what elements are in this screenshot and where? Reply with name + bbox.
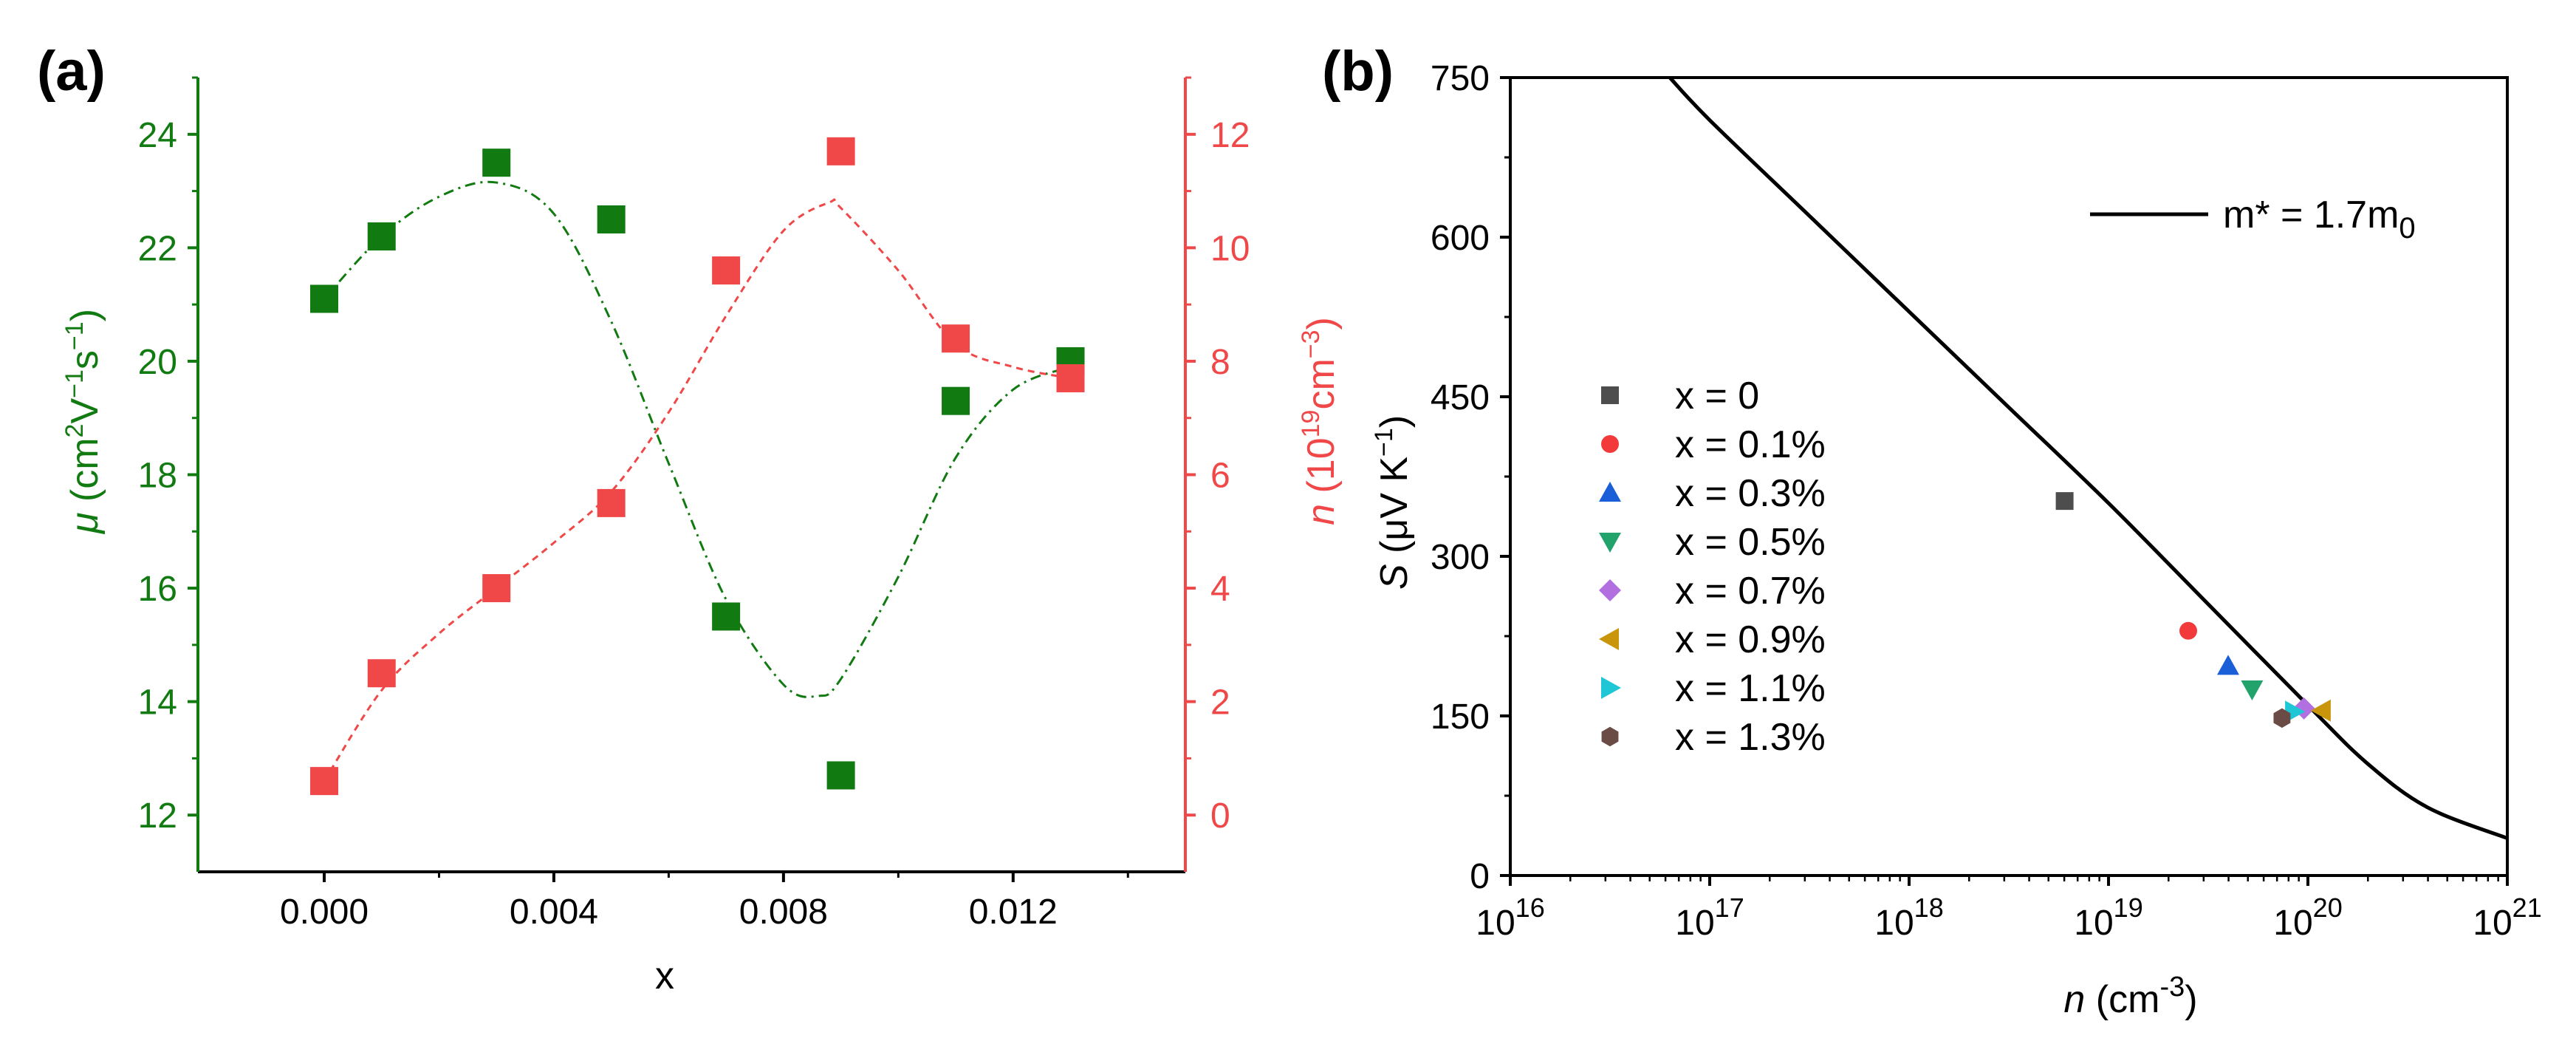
legend-label: x = 0.7% [1675, 570, 1826, 612]
legend-label: x = 0 [1675, 375, 1759, 417]
panel-a-right-tick-label: 0 [1210, 796, 1230, 836]
panel-a-data-points [310, 137, 1085, 796]
carrier-point [1056, 364, 1085, 392]
panel-b-label: (b) [1322, 40, 1394, 103]
legend-label: x = 1.3% [1675, 716, 1826, 759]
panel-a-x-tick-label: 0.012 [969, 893, 1058, 932]
carrier-point [367, 659, 396, 688]
legend-label: x = 0.9% [1675, 618, 1826, 661]
mobility-point [597, 205, 626, 233]
panel-a-left-tick-label: 18 [138, 457, 177, 496]
sample-point [2310, 699, 2331, 722]
panel-b-model-curve [1668, 76, 2508, 840]
legend-label: x = 0.1% [1675, 423, 1826, 466]
model-curve-legend: m* = 1.7m0 [2090, 194, 2416, 245]
panel-a-right-tick-label: 8 [1210, 343, 1230, 382]
panel-a-right-axis-title: n (1019cm−3) [1297, 317, 1343, 525]
carrier-point [826, 137, 855, 165]
legend-marker [1599, 482, 1621, 502]
panel-b-y-tick-label: 300 [1431, 538, 1490, 577]
panel-b-x-tick-label: 1016 [1476, 893, 1544, 943]
panel-b-x-tick-label: 1017 [1675, 893, 1744, 943]
mobility-point [712, 602, 741, 631]
legend-marker [1601, 677, 1621, 699]
legend-label: x = 1.1% [1675, 667, 1826, 710]
panel-a-left-axis-title: μ (cm2V−1s−1) [61, 309, 106, 535]
mobility-fit-curve [323, 180, 1072, 698]
legend-label: x = 0.3% [1675, 472, 1826, 515]
legend-marker [1601, 386, 1619, 404]
legend-marker [1601, 435, 1619, 453]
carrier-point [712, 256, 741, 285]
legend-marker [1599, 579, 1621, 601]
panel-a-right-tick-label: 12 [1210, 116, 1250, 155]
mobility-point [826, 761, 855, 790]
panel-a-x-tick-label: 0.004 [510, 893, 598, 932]
model-curve-legend-label: m* = 1.7m0 [2223, 194, 2416, 245]
carrier-point [310, 767, 339, 796]
panel-b-y-tick-label: 600 [1431, 219, 1490, 258]
panel-a-left-tick-label: 16 [138, 570, 177, 609]
sample-point [2055, 492, 2074, 511]
carrier-point [942, 324, 970, 353]
panel-a-axes [196, 78, 1187, 873]
panel-a-left-tick-label: 20 [138, 343, 177, 382]
carrier-point [482, 574, 511, 603]
sample-point [2217, 655, 2239, 675]
panel-b-legend: x = 0 x = 0.1% x = 0.3% x = 0.5% x = 0.7% x =… [1599, 375, 1826, 759]
panel-a-left-tick-label: 12 [138, 796, 177, 836]
panel-b-y-tick-label: 0 [1470, 857, 1490, 896]
panel-b-x-tick-label: 1021 [2473, 893, 2541, 943]
panel-b: (b) 1016 1017 1018 1019 1020 1021 0 150 300 450 60… [1322, 40, 2542, 1021]
panel-b-y-axis-title: S (μV K−1) [1370, 415, 1416, 590]
panel-b-ticks: 1016 1017 1018 1019 1020 1021 0 150 300 450 600 750 [1431, 59, 2542, 943]
pisarenko-model-curve [1668, 76, 2508, 840]
panel-b-y-tick-label: 150 [1431, 697, 1490, 737]
panel-b-y-tick-label: 750 [1431, 59, 1490, 98]
mobility-point [482, 149, 511, 177]
legend-label: x = 0.5% [1675, 521, 1826, 564]
sample-point [2273, 708, 2291, 728]
carrier-fit-curve [323, 198, 1071, 782]
sample-point [2179, 621, 2197, 640]
panel-a-left-tick-label: 24 [138, 116, 177, 155]
legend-marker [1599, 533, 1621, 553]
panel-a-label: (a) [37, 40, 106, 103]
panel-a-ticks: 0.000 0.004 0.008 0.01212141618202224024681… [138, 76, 1250, 932]
panel-b-data-points [2055, 492, 2331, 728]
panel-b-x-tick-label: 1018 [1874, 893, 1943, 943]
mobility-point [310, 284, 339, 313]
mobility-point [367, 222, 396, 250]
legend-marker [1599, 628, 1619, 650]
panel-b-x-tick-label: 1020 [2273, 893, 2342, 943]
panel-b-x-axis-title: n (cm-3) [2063, 972, 2197, 1021]
panel-b-y-tick-label: 450 [1431, 378, 1490, 417]
panel-a: (a) 0.000 0.004 0.008 0.0121214161820222402… [37, 40, 1343, 997]
panel-a-x-axis-title: x [655, 955, 674, 997]
panel-a-right-tick-label: 6 [1210, 457, 1230, 496]
panel-b-x-tick-label: 1019 [2074, 893, 2142, 943]
sample-point [2241, 680, 2264, 700]
panel-a-left-tick-label: 22 [138, 229, 177, 268]
panel-a-left-tick-label: 14 [138, 683, 177, 723]
carrier-point [597, 488, 626, 517]
mobility-point [942, 386, 970, 415]
panel-a-right-tick-label: 4 [1210, 570, 1230, 609]
panel-a-right-tick-label: 2 [1210, 683, 1230, 723]
panel-a-x-tick-label: 0.000 [280, 893, 369, 932]
panel-a-right-tick-label: 10 [1210, 229, 1250, 268]
legend-marker [1601, 726, 1619, 747]
panel-a-x-tick-label: 0.008 [739, 893, 828, 932]
panel-a-fit-curves [323, 180, 1072, 782]
